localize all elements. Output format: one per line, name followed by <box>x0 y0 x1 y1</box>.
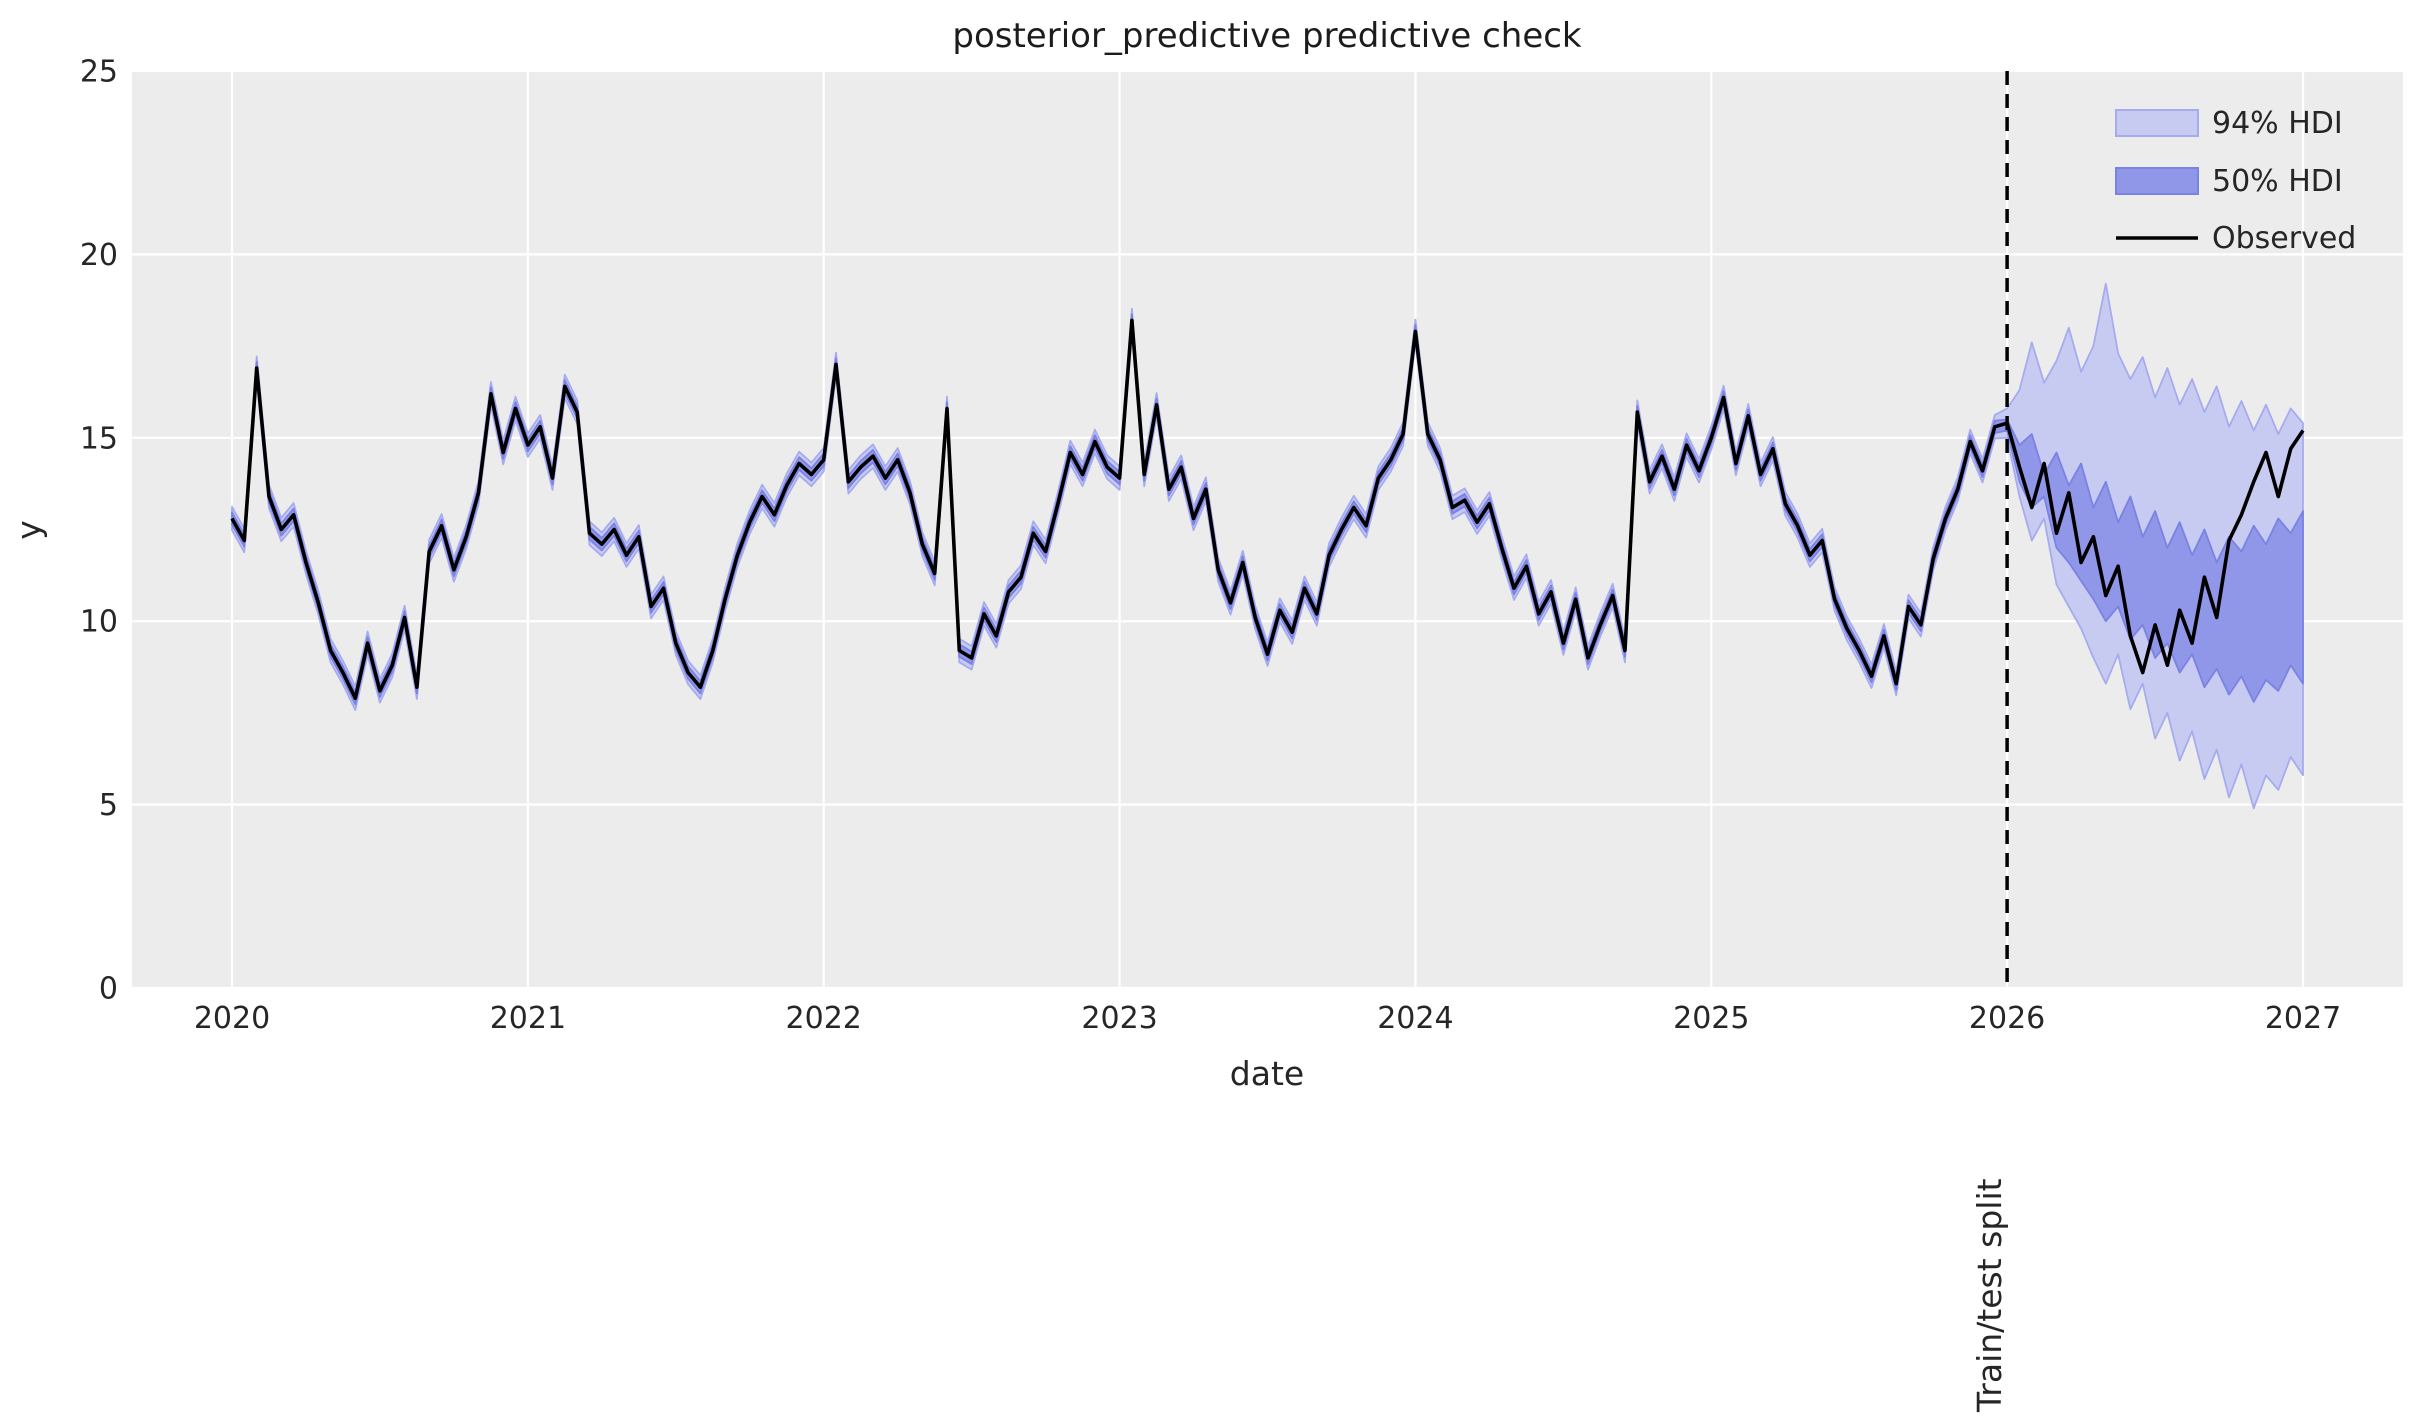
legend-50-hdi-swatch <box>2115 167 2199 195</box>
y-tick-label: 20 <box>80 238 118 273</box>
x-tick-label: 2023 <box>1081 1001 1157 1036</box>
x-tick-label: 2027 <box>2265 1001 2341 1036</box>
x-tick-label: 2024 <box>1377 1001 1453 1036</box>
gridlines <box>132 69 2403 990</box>
y-tick-label: 5 <box>99 788 118 823</box>
x-tick-label: 2025 <box>1673 1001 1749 1036</box>
x-tick-label: 2026 <box>1969 1001 2045 1036</box>
legend-observed-label: Observed <box>2212 221 2356 256</box>
x-tick-label: 2020 <box>194 1001 270 1036</box>
y-tick-label: 10 <box>80 605 118 640</box>
x-tick-label: 2021 <box>490 1001 566 1036</box>
x-axis-label: date <box>1230 1054 1304 1093</box>
y-axis-ticks: 0 5 10 15 20 25 <box>80 55 118 1007</box>
legend-94-hdi-label: 94% HDI <box>2212 106 2343 141</box>
hdi-94-band <box>231 282 2304 810</box>
y-axis-label: y <box>9 520 48 540</box>
legend-50-hdi-label: 50% HDI <box>2212 164 2343 199</box>
split-annotation: Train/test split <box>1970 1178 2009 1413</box>
y-tick-label: 25 <box>80 55 118 90</box>
x-axis-ticks: 2020 2021 2022 2023 2024 2025 2026 2027 <box>194 1001 2341 1036</box>
y-tick-label: 15 <box>80 421 118 456</box>
plot-background <box>132 71 2403 988</box>
legend: 94% HDI 50% HDI Observed <box>2115 106 2356 256</box>
x-tick-label: 2022 <box>786 1001 862 1036</box>
observed-line <box>230 318 2305 700</box>
chart-title: posterior_predictive predictive check <box>952 16 1582 56</box>
y-tick-label: 0 <box>99 972 118 1007</box>
legend-94-hdi-swatch <box>2115 109 2199 137</box>
